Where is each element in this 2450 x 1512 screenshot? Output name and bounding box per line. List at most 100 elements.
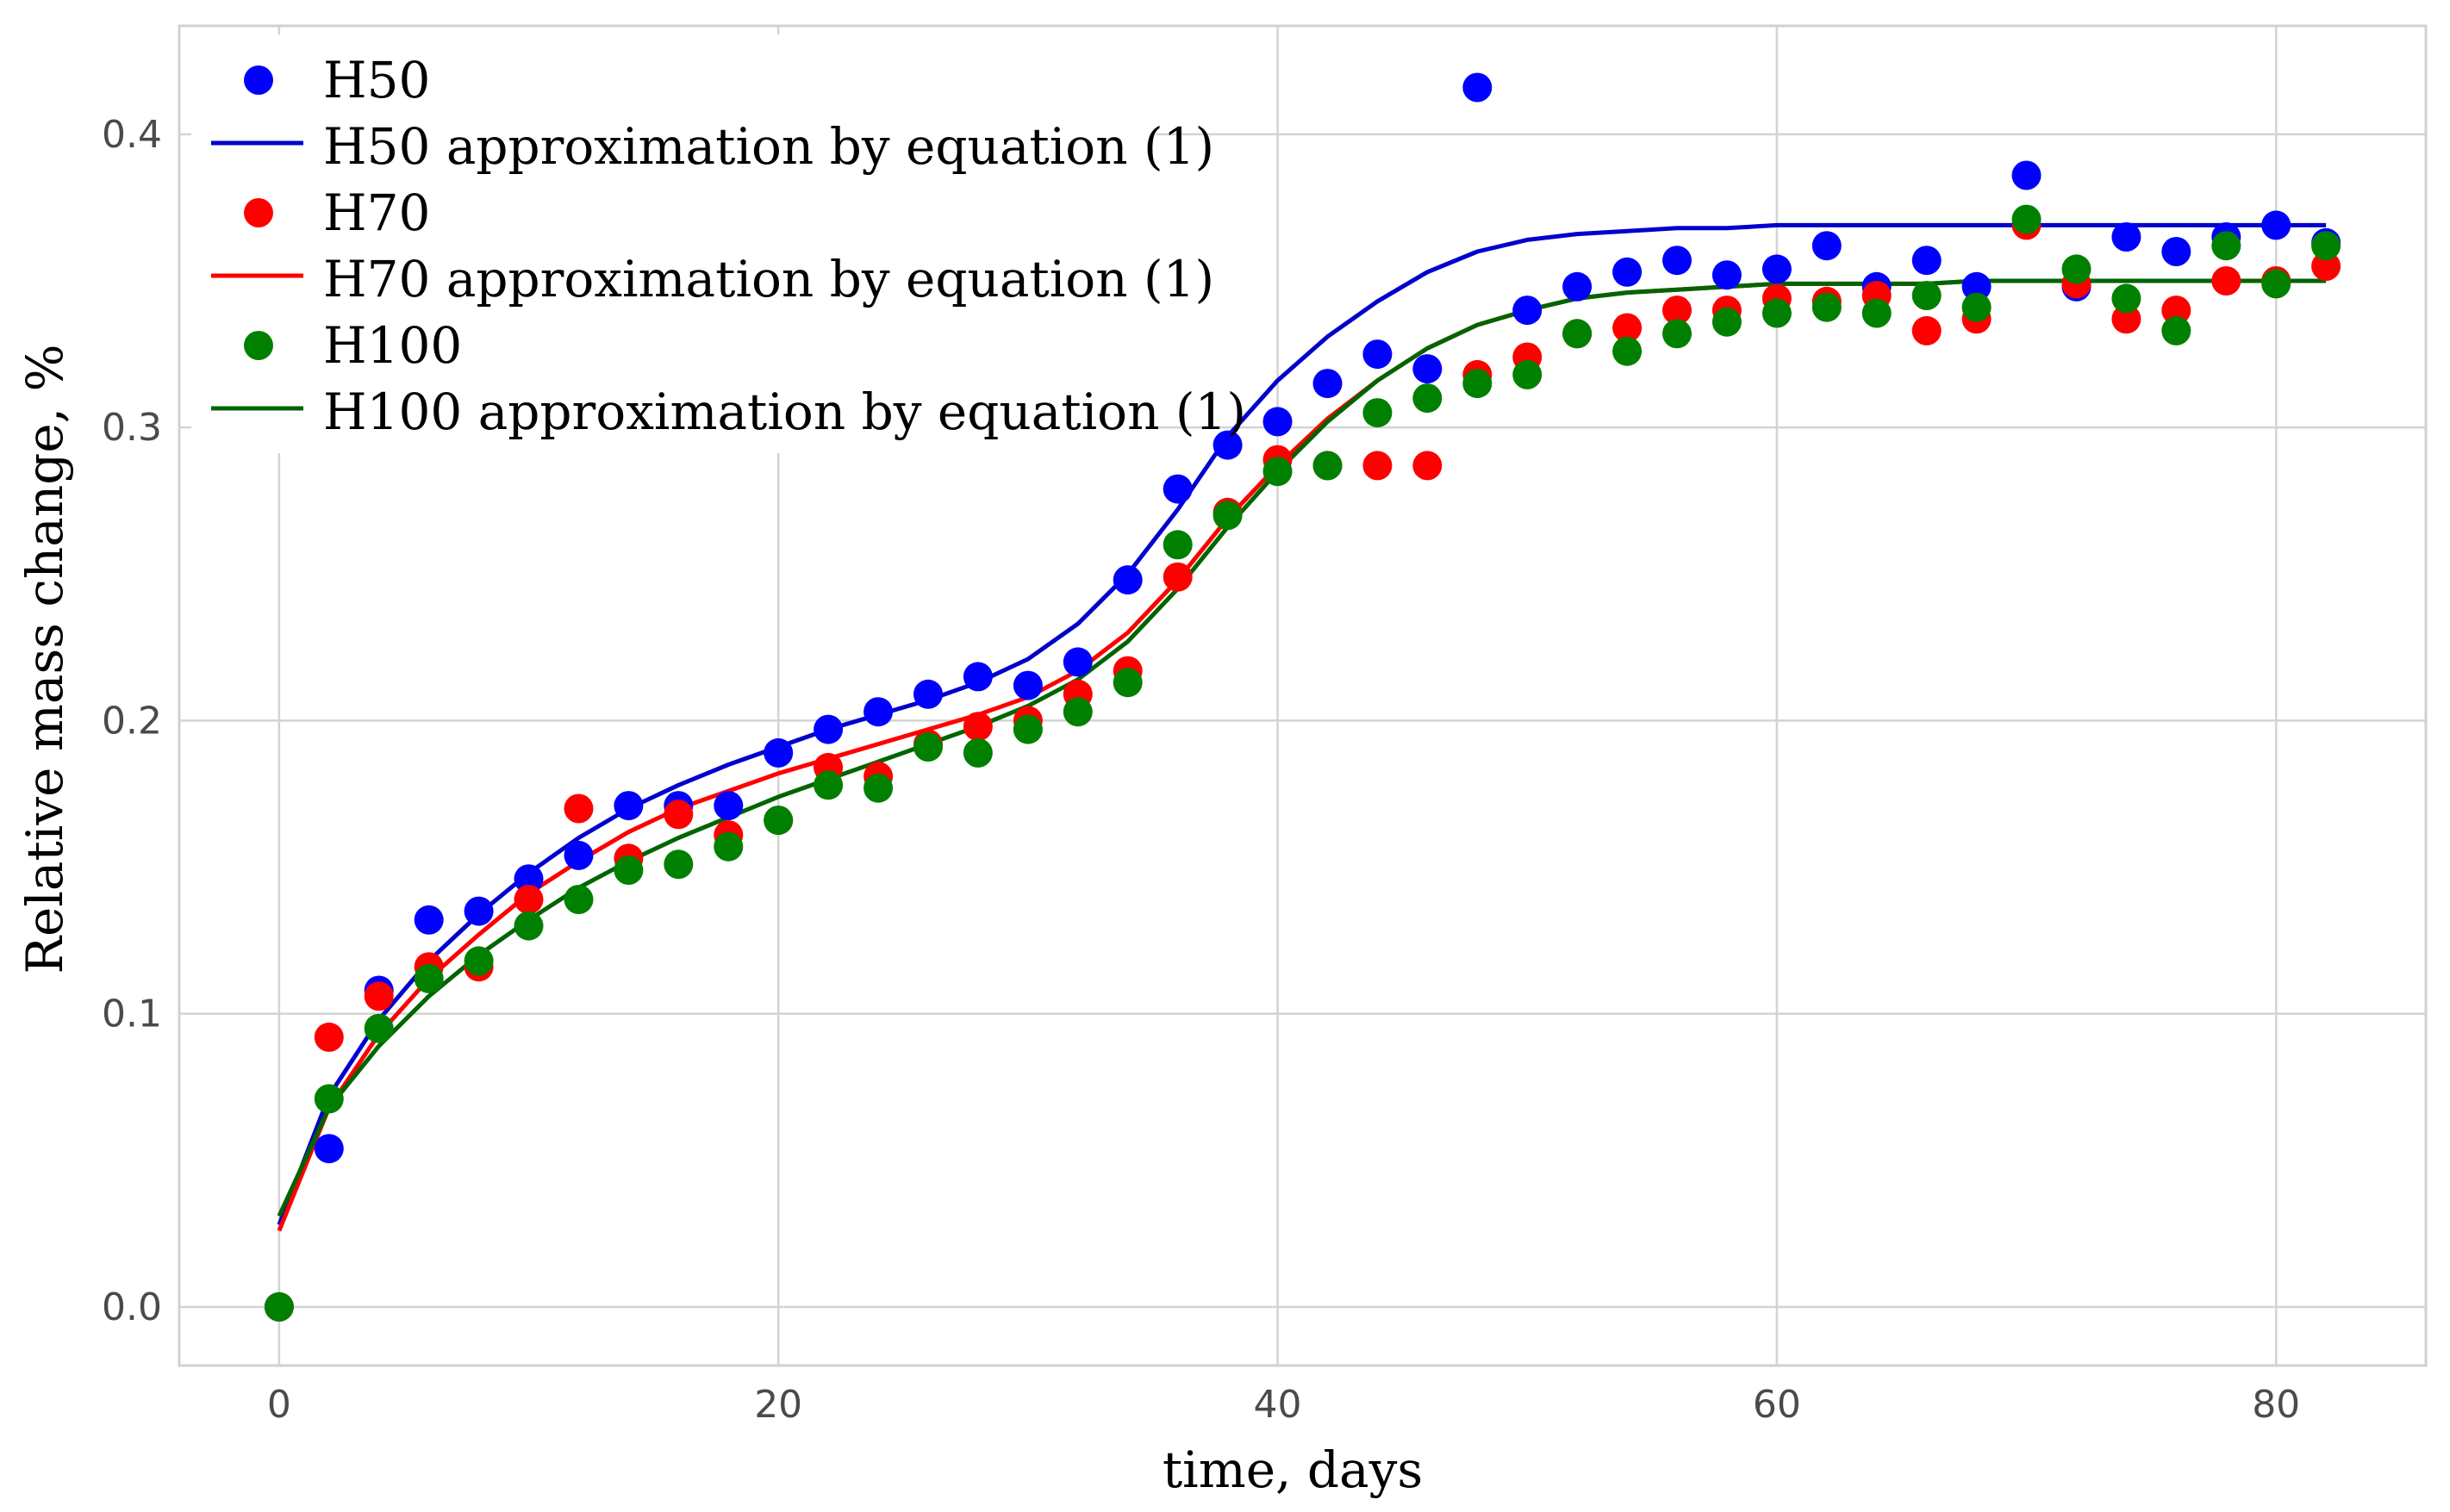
h70-point	[1662, 296, 1692, 326]
h50-point	[1562, 271, 1593, 302]
data-points	[264, 72, 2341, 1322]
h50-point	[2261, 210, 2291, 240]
h100-point	[1612, 336, 1643, 366]
h50-point	[1013, 670, 1043, 700]
h100-point	[1811, 292, 1842, 322]
h100-point	[1562, 319, 1593, 349]
h50-point	[514, 864, 544, 894]
h50-point	[1113, 565, 1143, 595]
x-tick-label: 20	[754, 1383, 802, 1427]
h100-point	[1262, 457, 1293, 487]
y-tick-label: 0.1	[102, 992, 162, 1036]
h100-point	[2311, 231, 2341, 261]
h70-point	[1612, 313, 1643, 343]
h70-point	[364, 981, 394, 1011]
h70-point	[2311, 252, 2341, 281]
h50-point	[2011, 160, 2042, 190]
legend-label-h50-approximation-by-equation-1: H50 approximation by equation (1)	[323, 117, 1214, 176]
h70-point	[314, 1022, 344, 1052]
h100-point	[364, 1013, 394, 1043]
legend-marker-h70	[244, 198, 273, 227]
h100-point	[764, 806, 794, 836]
h100-point	[1163, 530, 1193, 560]
h70-point	[1412, 451, 1443, 481]
h100-point	[1911, 281, 1942, 310]
h50-point	[2111, 222, 2141, 252]
y-tick-label: 0.4	[102, 113, 162, 157]
legend-marker-h100	[244, 331, 273, 360]
h50-point	[1662, 246, 1692, 276]
h100-point	[614, 856, 644, 885]
h70-point	[564, 793, 594, 824]
h50-point	[1911, 246, 1942, 276]
legend-label-h100: H100	[323, 316, 462, 375]
x-tick-label: 0	[267, 1383, 291, 1427]
x-tick-label: 40	[1254, 1383, 1302, 1427]
h50-point	[1462, 72, 1493, 103]
h100-point	[414, 963, 444, 993]
h100-point	[1063, 697, 1093, 727]
h50-point	[314, 1134, 344, 1164]
h100-point	[664, 849, 694, 880]
h70-point	[1362, 451, 1393, 481]
h50-point	[1063, 647, 1093, 677]
h70-point	[1163, 562, 1193, 592]
h50-point	[2161, 237, 2191, 266]
h100-point	[1013, 714, 1043, 744]
h50-point	[863, 697, 894, 727]
h50-point	[1961, 271, 1992, 302]
h70-point	[514, 885, 544, 914]
legend-marker-h50	[244, 65, 273, 95]
legend-box	[191, 34, 1156, 453]
x-axis-ticks: 0 20 40 60 80	[267, 1383, 2300, 1427]
y-tick-label: 0.3	[102, 406, 162, 450]
h100-point	[2261, 269, 2291, 299]
h100-point	[1662, 319, 1692, 349]
h70-point	[2161, 296, 2191, 326]
h100-point	[314, 1084, 344, 1114]
x-tick-label: 80	[2252, 1383, 2300, 1427]
h100-point	[1761, 298, 1792, 328]
h100-point	[913, 732, 943, 762]
h50-point	[764, 737, 794, 768]
h50-point	[1362, 339, 1393, 370]
h100-point	[2111, 283, 2141, 314]
h100-point	[1412, 383, 1443, 414]
h50-point	[1711, 260, 1742, 290]
h100-point	[1213, 501, 1243, 531]
h50-point	[1262, 407, 1293, 437]
h70-point	[1911, 315, 1942, 345]
h100-point	[1961, 292, 1992, 322]
h100-point	[464, 946, 494, 976]
h50-point	[414, 905, 444, 935]
h70-point	[2111, 304, 2141, 334]
h100-point	[1113, 668, 1143, 698]
h100-point	[1462, 369, 1493, 399]
h50-point	[1213, 430, 1243, 460]
legend-label-h70-approximation-by-equation-1: H70 approximation by equation (1)	[323, 250, 1214, 308]
h100-point	[1512, 359, 1543, 389]
h70-point	[664, 800, 694, 830]
h50-point	[1612, 257, 1643, 287]
h50-point	[1412, 354, 1443, 384]
h100-point	[714, 831, 744, 862]
h50-point	[614, 791, 644, 821]
h70-point	[2211, 266, 2241, 296]
h100-point	[1312, 451, 1343, 481]
y-axis-ticks: 0.0 0.1 0.2 0.3 0.4	[102, 113, 162, 1329]
h100-point	[1711, 307, 1742, 337]
h50-point	[913, 679, 943, 709]
h50-point	[1312, 369, 1343, 399]
y-axis-title: Relative mass change, %	[16, 344, 74, 974]
h100-point	[514, 911, 544, 941]
h100-point	[2211, 231, 2241, 261]
h100-point	[814, 770, 844, 800]
h50-point	[1163, 474, 1193, 504]
h70-point	[963, 712, 993, 742]
h100-point	[564, 885, 594, 914]
h50-point	[963, 662, 993, 692]
legend-label-h100-approximation-by-equation-1: H100 approximation by equation (1)	[323, 383, 1246, 441]
h50-point	[1811, 231, 1842, 261]
legend-label-h50: H50	[323, 51, 430, 109]
